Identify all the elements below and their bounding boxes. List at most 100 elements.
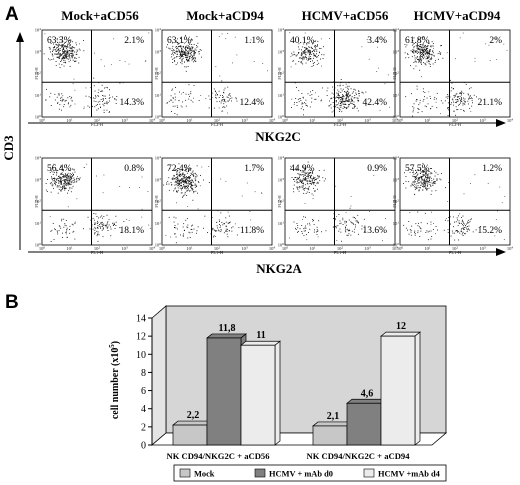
event-dot (316, 56, 318, 57)
event-dot (58, 108, 60, 110)
event-dot (292, 60, 294, 62)
event-dot (310, 50, 311, 52)
event-dot (461, 90, 463, 92)
event-dot (191, 225, 192, 227)
event-dot (179, 187, 181, 189)
event-dot (74, 57, 76, 59)
event-dot (222, 97, 223, 98)
event-dot (59, 53, 61, 54)
event-dot (318, 54, 319, 56)
event-dot (61, 58, 63, 60)
event-dot (304, 167, 306, 169)
event-dot (177, 177, 179, 179)
event-dot (186, 168, 188, 169)
event-dot (100, 222, 102, 224)
event-dot (185, 170, 187, 172)
event-dot (61, 64, 63, 66)
event-dot (308, 51, 310, 53)
event-dot (301, 93, 303, 94)
event-dot (306, 42, 308, 44)
event-dot (307, 188, 309, 190)
event-dot (186, 182, 188, 184)
event-dot (313, 49, 315, 51)
event-dot (459, 37, 461, 39)
event-dot (307, 48, 308, 50)
event-dot (226, 105, 228, 107)
event-dot (416, 181, 418, 183)
event-dot (416, 175, 417, 177)
event-dot (185, 52, 187, 54)
event-dot (176, 105, 178, 107)
event-dot (456, 99, 458, 100)
event-dot (60, 61, 61, 62)
event-dot (100, 223, 102, 225)
event-dot (460, 222, 462, 224)
event-dot (458, 215, 459, 217)
event-dot (185, 105, 187, 107)
event-dot (301, 185, 303, 187)
event-dot (447, 108, 449, 109)
event-dot (340, 231, 342, 233)
event-dot (418, 179, 420, 181)
event-dot (342, 99, 343, 100)
event-dot (303, 171, 305, 173)
event-dot (413, 51, 415, 53)
event-dot (296, 187, 298, 189)
event-dot (312, 48, 313, 49)
event-dot (306, 58, 307, 60)
event-dot (58, 186, 60, 188)
event-dot (431, 190, 433, 192)
event-dot (188, 84, 190, 86)
quadrant-lr-percent: 12.4% (239, 98, 264, 108)
event-dot (300, 54, 302, 56)
event-dot (73, 179, 75, 181)
event-dot (454, 221, 455, 223)
event-dot (227, 97, 229, 98)
event-dot (463, 110, 465, 112)
decade-tick-exp: 0 (397, 242, 399, 246)
event-dot (417, 232, 419, 234)
event-dot (424, 170, 426, 172)
event-dot (178, 179, 179, 181)
event-dot (177, 223, 179, 225)
event-dot (295, 229, 297, 230)
event-dot (229, 99, 230, 101)
event-dot (220, 229, 222, 231)
event-dot (453, 104, 454, 106)
event-dot (52, 180, 54, 182)
event-dot (328, 105, 330, 107)
event-dot (62, 58, 64, 60)
event-dot (453, 101, 454, 103)
event-dot (98, 95, 100, 97)
event-dot (305, 177, 306, 178)
event-dot (432, 185, 434, 186)
event-dot (428, 52, 430, 54)
event-dot (197, 208, 199, 210)
event-dot (195, 174, 197, 176)
event-dot (456, 96, 458, 97)
event-dot (109, 111, 110, 113)
event-dot (186, 178, 188, 180)
event-dot (97, 240, 99, 242)
event-dot (303, 109, 304, 111)
event-dot (463, 97, 464, 99)
decade-tick-exp: 2 (282, 199, 284, 203)
event-dot (307, 180, 309, 182)
event-dot (180, 51, 182, 53)
event-dot (198, 51, 200, 53)
event-dot (469, 98, 471, 99)
event-dot (444, 219, 446, 221)
event-dot (417, 59, 419, 60)
event-dot (429, 50, 431, 52)
event-dot (429, 56, 430, 58)
event-dot (421, 47, 423, 48)
event-dot (191, 38, 192, 40)
event-dot (361, 92, 363, 94)
event-dot (423, 54, 424, 56)
plot-frame (284, 29, 396, 118)
event-dot (105, 226, 107, 228)
event-dot (59, 44, 60, 46)
event-dot (64, 60, 66, 62)
event-dot (141, 208, 143, 210)
event-dot (197, 181, 199, 182)
